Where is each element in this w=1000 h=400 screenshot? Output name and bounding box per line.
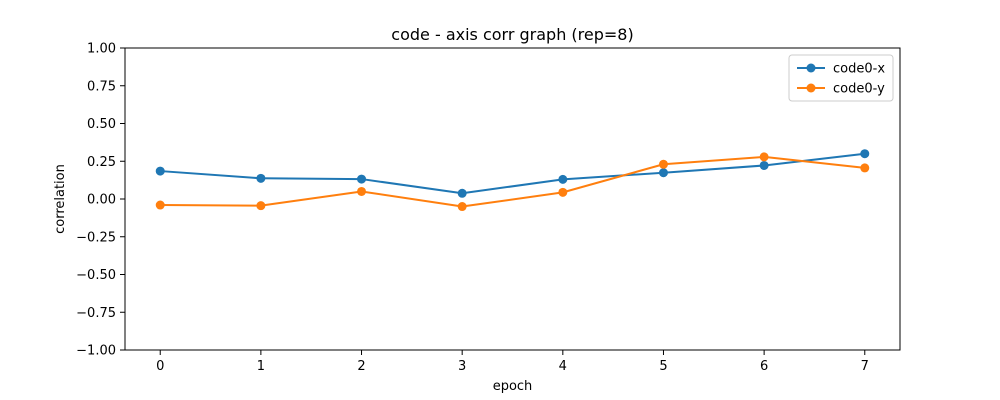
y-tick-label: 0.50 — [87, 117, 116, 132]
series-line-code0-x — [160, 152, 865, 195]
data-point-code0-y-6 — [759, 152, 769, 162]
legend-marker-code0-y — [806, 83, 816, 93]
series-line-code0-y — [160, 155, 865, 208]
x-tick-label: 2 — [357, 359, 365, 374]
y-tick-label: 0.25 — [87, 155, 116, 170]
data-point-code0-y-2 — [357, 186, 367, 196]
data-point-code0-x-4 — [558, 174, 568, 184]
data-point-code0-x-7 — [860, 149, 870, 159]
data-point-code0-y-7 — [860, 163, 870, 173]
y-tick-label: −0.75 — [76, 306, 116, 321]
legend-label-code0-y: code0-y — [833, 82, 885, 97]
legend: code0-x code0-y — [788, 54, 894, 102]
y-axis-label: correlation — [53, 164, 68, 234]
data-point-code0-x-5 — [658, 168, 668, 178]
x-tick-label: 0 — [156, 359, 164, 374]
data-point-code0-x-6 — [759, 160, 769, 170]
legend-marker-code0-x — [806, 63, 816, 73]
x-tick-label: 3 — [458, 359, 466, 374]
data-point-code0-y-3 — [457, 202, 467, 212]
data-point-code0-x-3 — [457, 188, 467, 198]
y-tick-label: −0.50 — [76, 268, 116, 283]
y-tick-label: −0.25 — [76, 230, 116, 245]
x-tick-label: 1 — [257, 359, 265, 374]
x-tick-label: 4 — [559, 359, 567, 374]
y-tick-label: 0.75 — [87, 79, 116, 94]
x-tick-label: 7 — [861, 359, 869, 374]
y-tick-label: 0.00 — [87, 193, 116, 208]
y-tick-label: −1.00 — [76, 344, 116, 359]
legend-label-code0-x: code0-x — [833, 62, 885, 77]
data-point-code0-y-4 — [558, 187, 568, 197]
x-tick-label: 6 — [760, 359, 768, 374]
data-point-code0-x-2 — [357, 174, 367, 184]
chart-title: code - axis corr graph (rep=8) — [391, 25, 633, 44]
x-axis-label: epoch — [493, 379, 533, 394]
data-point-code0-y-5 — [658, 159, 668, 169]
y-tick-label: 1.00 — [87, 42, 116, 57]
plot-area: 0 1 2 3 4 5 6 7 −1.00 −0.75 −0.50 −0.25 0.00 0.25 0.50… — [76, 42, 901, 374]
data-point-code0-x-0 — [155, 166, 165, 176]
data-point-code0-y-0 — [155, 200, 165, 210]
data-point-code0-y-1 — [256, 201, 266, 211]
x-tick-label: 5 — [659, 359, 667, 374]
data-point-code0-x-1 — [256, 173, 266, 183]
